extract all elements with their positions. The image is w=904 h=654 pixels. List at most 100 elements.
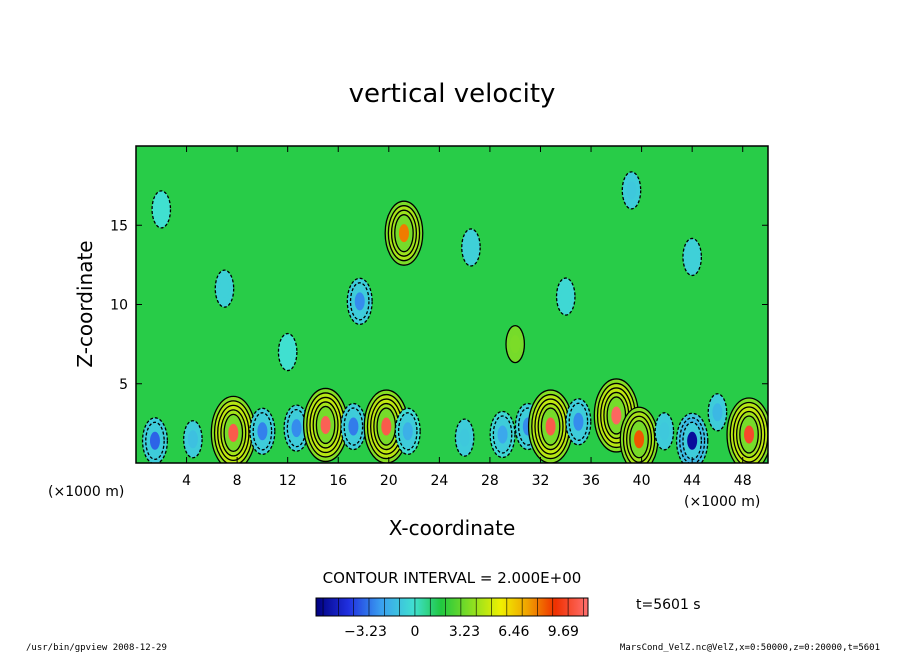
x-tick-label-16: 16 bbox=[329, 473, 347, 489]
feature-24 bbox=[621, 171, 642, 210]
feature-7 bbox=[363, 389, 409, 463]
feature-9-core bbox=[459, 428, 470, 447]
contour-features bbox=[141, 171, 768, 463]
feature-17-core bbox=[687, 431, 698, 450]
feature-21-contour-4 bbox=[384, 200, 424, 266]
feature-4-core bbox=[291, 419, 302, 438]
x-tick-label-44: 44 bbox=[683, 473, 701, 489]
feature-3 bbox=[249, 407, 276, 455]
feature-2-contour-1 bbox=[223, 413, 244, 453]
colorbar-labels: −3.23 0 3.23 6.46 9.69 bbox=[344, 624, 579, 640]
feature-16-core bbox=[659, 422, 670, 441]
colorbar-label-1: 0 bbox=[410, 624, 419, 640]
feature-23 bbox=[214, 269, 235, 308]
feature-1-core bbox=[187, 430, 198, 449]
feature-10-contour-1 bbox=[492, 415, 513, 454]
feature-19-contour-1 bbox=[739, 415, 759, 454]
x-tick-label-20: 20 bbox=[380, 473, 398, 489]
feature-9 bbox=[454, 418, 475, 457]
feature-8-contour-2 bbox=[394, 407, 421, 455]
feature-12-contour-2 bbox=[537, 402, 564, 451]
feature-3-contour-1 bbox=[252, 412, 273, 451]
colorbar bbox=[315, 597, 589, 617]
feature-13-contour-2 bbox=[565, 398, 592, 446]
feature-24-core bbox=[626, 181, 637, 200]
feature-25 bbox=[555, 277, 576, 316]
feature-16 bbox=[654, 412, 675, 451]
feature-7-core bbox=[381, 417, 392, 436]
x-tick-label-48: 48 bbox=[734, 473, 752, 489]
feature-28-core bbox=[282, 343, 293, 362]
x-tick-label-12: 12 bbox=[279, 473, 297, 489]
feature-24-contour-1 bbox=[621, 171, 642, 210]
x-axis-ticks: 4 8 12 16 20 24 28 32 36 40 44 48 bbox=[182, 146, 752, 489]
feature-14-core bbox=[611, 406, 622, 425]
feature-5 bbox=[302, 387, 349, 463]
feature-29-core bbox=[510, 335, 521, 354]
feature-6-core bbox=[348, 417, 359, 436]
feature-8 bbox=[394, 407, 421, 455]
feature-20-contour-1 bbox=[349, 282, 370, 321]
x-unit-left: (×1000 m) bbox=[48, 484, 124, 500]
feature-27-contour-1 bbox=[151, 190, 172, 229]
feature-19-contour-2 bbox=[735, 410, 763, 459]
feature-15-core bbox=[634, 430, 645, 449]
feature-15 bbox=[619, 406, 659, 463]
feature-21 bbox=[384, 200, 424, 266]
feature-19 bbox=[726, 397, 768, 463]
feature-27-core bbox=[156, 200, 167, 219]
feature-3-contour-2 bbox=[249, 407, 276, 455]
time-label: t=5601 s bbox=[636, 597, 701, 613]
feature-21-contour-2 bbox=[390, 209, 418, 257]
feature-28 bbox=[277, 332, 298, 372]
feature-2-contour-3 bbox=[217, 404, 250, 462]
colorbar-ticks bbox=[322, 598, 584, 616]
feature-15-contour-2 bbox=[626, 415, 653, 463]
feature-15-contour-1 bbox=[629, 420, 649, 459]
feature-12-core bbox=[545, 417, 556, 436]
feature-5-contour-1 bbox=[315, 405, 336, 445]
feature-16-contour-1 bbox=[654, 412, 675, 451]
chart-title: vertical velocity bbox=[349, 79, 556, 109]
colorbar-label-4: 9.69 bbox=[548, 624, 579, 640]
feature-26-contour-1 bbox=[682, 237, 703, 277]
feature-4 bbox=[283, 404, 310, 452]
y-axis-ticks: 5 10 15 bbox=[110, 218, 768, 393]
x-tick-label-40: 40 bbox=[633, 473, 651, 489]
feature-20 bbox=[346, 277, 373, 325]
x-tick-label-24: 24 bbox=[430, 473, 448, 489]
feature-3-core bbox=[257, 422, 268, 441]
feature-1 bbox=[183, 420, 203, 459]
feature-6-contour-1 bbox=[343, 407, 364, 446]
x-tick-label-32: 32 bbox=[532, 473, 550, 489]
feature-10 bbox=[489, 410, 516, 459]
feature-17-contour-3 bbox=[675, 412, 709, 463]
feature-2-core bbox=[228, 423, 239, 442]
feature-10-core bbox=[497, 425, 508, 444]
feature-12-contour-1 bbox=[540, 407, 561, 446]
feature-22-core bbox=[465, 238, 476, 257]
feature-0-contour-1 bbox=[145, 421, 165, 460]
feature-20-core bbox=[354, 292, 365, 311]
feature-0-core bbox=[149, 431, 160, 450]
x-unit-right: (×1000 m) bbox=[684, 494, 760, 510]
footer-right: MarsCond_VelZ.nc@VelZ,x=0:50000,z=0:2000… bbox=[620, 643, 880, 653]
colorbar-label-3: 6.46 bbox=[498, 624, 529, 640]
feature-26 bbox=[682, 237, 703, 277]
feature-19-core bbox=[744, 425, 755, 444]
feature-8-contour-1 bbox=[397, 412, 418, 451]
feature-8-core bbox=[402, 422, 413, 441]
feature-5-core bbox=[320, 415, 331, 434]
feature-21-contour-3 bbox=[387, 205, 421, 262]
feature-18-core bbox=[712, 403, 723, 422]
feature-14-contour-1 bbox=[606, 396, 627, 435]
contour-interval-text: CONTOUR INTERVAL = 2.000E+00 bbox=[323, 569, 582, 587]
feature-20-contour-2 bbox=[346, 277, 373, 325]
feature-6 bbox=[340, 402, 367, 451]
feature-29 bbox=[505, 324, 526, 364]
feature-13 bbox=[565, 398, 592, 446]
y-tick-label-15: 15 bbox=[110, 218, 128, 234]
y-tick-label-10: 10 bbox=[110, 298, 128, 314]
feature-21-core bbox=[398, 224, 409, 243]
